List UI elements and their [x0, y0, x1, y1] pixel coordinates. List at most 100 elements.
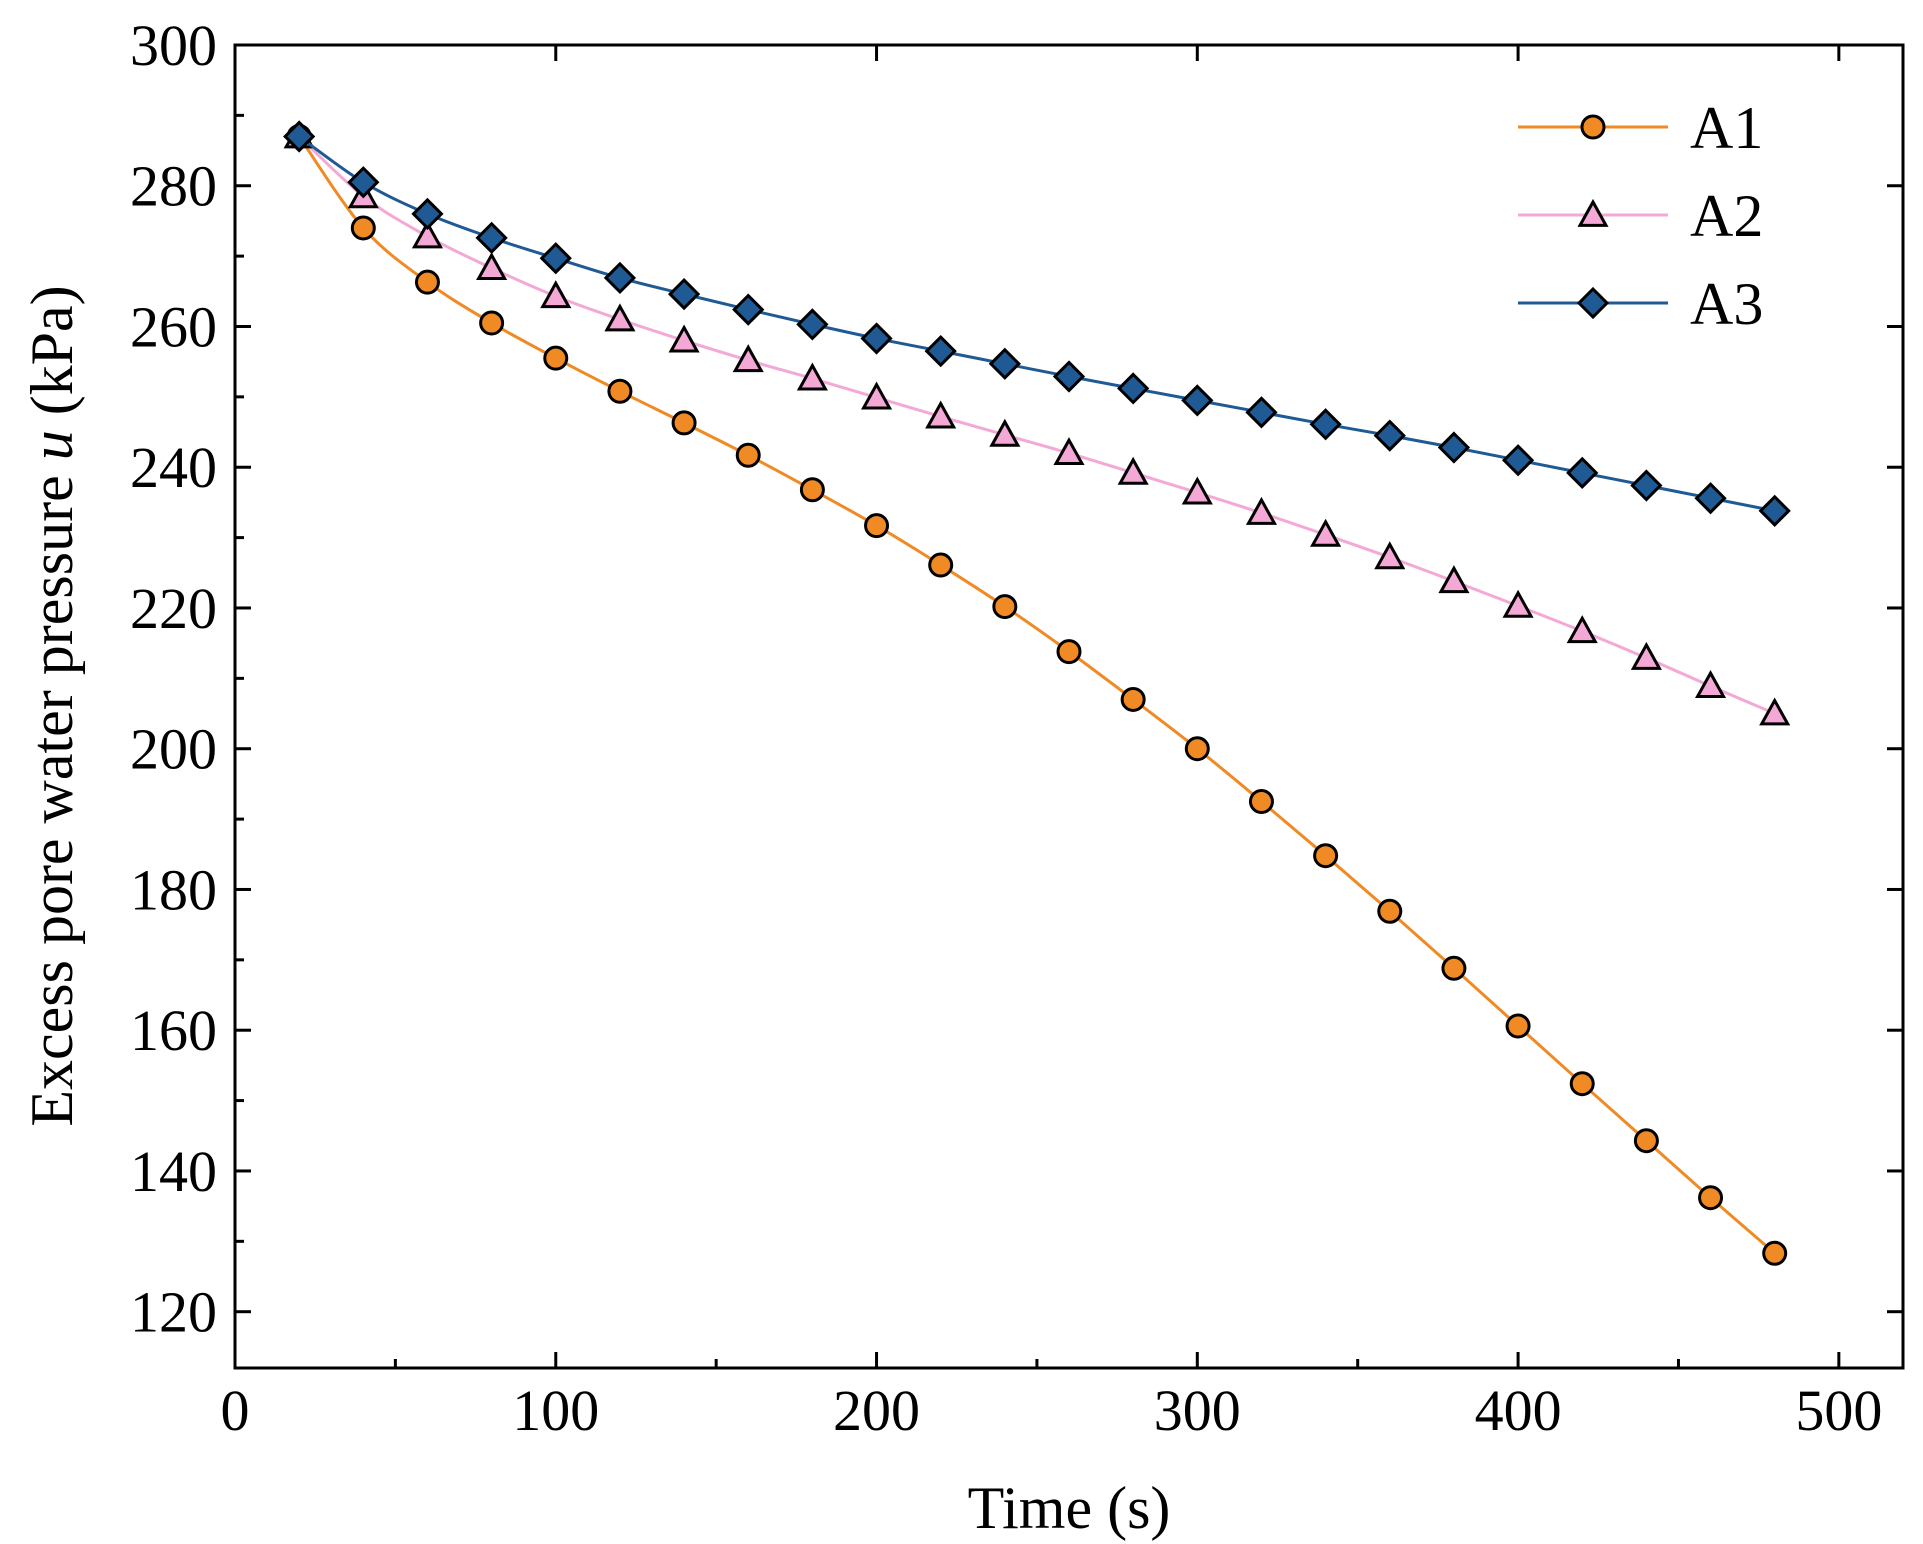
- data-point-A1: [543, 345, 569, 371]
- legend-item-A1: A1: [1518, 95, 1763, 161]
- y-tick-label: 260: [130, 294, 217, 359]
- legend-label: A2: [1690, 183, 1763, 249]
- y-tick-label: 200: [130, 717, 217, 782]
- data-point-A2: [1374, 541, 1406, 570]
- series-A1: [286, 123, 1788, 1266]
- series-layer: [283, 120, 1791, 1266]
- x-tick-label: 100: [512, 1378, 599, 1443]
- x-tick-label: 200: [833, 1378, 920, 1443]
- legend-marker: [1577, 198, 1609, 227]
- x-tick-label: 500: [1795, 1378, 1882, 1443]
- y-axis-ticks: 120 140 160 180 200 220 240 260 280 300: [130, 13, 1903, 1345]
- plot-frame: [233, 43, 1905, 1370]
- data-point-A3: [1373, 419, 1406, 452]
- y-tick-label: 300: [130, 13, 217, 78]
- data-point-A3: [1052, 360, 1086, 393]
- data-point-A3: [283, 120, 316, 153]
- data-point-A3: [1181, 384, 1214, 417]
- data-point-A3: [1694, 482, 1727, 515]
- data-point-A1: [1184, 736, 1210, 762]
- y-tick-label: 140: [130, 1139, 217, 1204]
- legend-marker: [1576, 286, 1610, 320]
- data-point-A2: [1117, 456, 1149, 485]
- y-axis-title: Excess pore water pressure u (kPa): [19, 285, 85, 1126]
- data-point-A1: [607, 378, 633, 404]
- data-point-A2: [1502, 589, 1534, 618]
- data-point-A3: [1117, 372, 1150, 405]
- data-point-A2: [1438, 565, 1470, 594]
- data-point-A1: [1377, 898, 1403, 924]
- data-point-A2: [1566, 615, 1598, 644]
- y-axis-title-variable: u: [19, 430, 85, 460]
- data-point-A1: [1633, 1128, 1659, 1154]
- data-point-A2: [796, 362, 828, 391]
- data-point-A3: [1245, 396, 1278, 429]
- data-point-A1: [928, 552, 954, 578]
- data-point-A2: [1630, 641, 1662, 670]
- data-point-A3: [1758, 494, 1791, 527]
- legend-label: A3: [1690, 271, 1763, 337]
- x-axis-ticks: 0 100 200 300 400 500: [221, 45, 1882, 1443]
- data-point-A1: [799, 477, 825, 503]
- data-point-A1: [671, 410, 697, 436]
- data-point-A1: [1569, 1071, 1595, 1097]
- data-point-A3: [667, 277, 701, 311]
- data-point-A1: [1248, 789, 1274, 815]
- y-tick-label: 160: [130, 998, 217, 1063]
- data-point-A3: [411, 197, 444, 231]
- y-tick-label: 280: [130, 154, 217, 219]
- x-axis-title: Time (s): [968, 1475, 1171, 1541]
- data-point-A3: [1309, 408, 1342, 441]
- legend-label: A1: [1690, 95, 1763, 161]
- y-tick-label: 240: [130, 435, 217, 500]
- data-point-A2: [860, 381, 893, 410]
- data-point-A1: [414, 269, 440, 295]
- data-point-A2: [540, 280, 572, 309]
- data-point-A2: [1759, 697, 1791, 726]
- data-point-A2: [668, 324, 700, 353]
- data-point-A3: [1566, 456, 1599, 489]
- legend-item-A3: A3: [1518, 271, 1763, 337]
- data-point-A3: [796, 308, 829, 341]
- data-point-A1: [992, 594, 1018, 620]
- data-point-A1: [1120, 686, 1146, 712]
- data-point-A1: [1441, 955, 1467, 981]
- data-point-A3: [1437, 431, 1471, 464]
- y-tick-label: 220: [130, 576, 217, 641]
- data-point-A2: [1310, 518, 1342, 547]
- data-point-A1: [1762, 1240, 1788, 1266]
- data-point-A2: [925, 400, 957, 429]
- x-tick-label: 0: [221, 1378, 250, 1443]
- data-point-A3: [539, 242, 572, 275]
- data-point-A3: [475, 221, 508, 254]
- data-point-A3: [924, 334, 957, 368]
- data-point-A2: [476, 251, 508, 280]
- data-point-A3: [347, 166, 380, 199]
- data-point-A3: [860, 322, 893, 355]
- data-point-A1: [1698, 1185, 1724, 1211]
- data-point-A3: [603, 261, 637, 295]
- data-point-A2: [1053, 437, 1085, 466]
- y-axis-title-prefix: Excess pore water pressure: [19, 460, 85, 1126]
- legend-item-A2: A2: [1518, 183, 1763, 249]
- data-point-A3: [988, 347, 1021, 380]
- data-point-A3: [1501, 444, 1535, 477]
- data-point-A1: [1056, 639, 1082, 665]
- series-A3: [283, 120, 1791, 527]
- data-point-A1: [350, 215, 376, 241]
- data-point-A3: [1630, 469, 1663, 502]
- data-point-A2: [1181, 476, 1213, 505]
- series-A2: [283, 120, 1791, 726]
- data-point-A2: [1245, 496, 1278, 525]
- data-point-A2: [989, 418, 1021, 447]
- data-point-A2: [1694, 670, 1727, 698]
- x-tick-label: 300: [1154, 1378, 1241, 1443]
- data-point-A1: [735, 442, 761, 468]
- legend-marker: [1580, 114, 1606, 140]
- data-point-A1: [1313, 843, 1339, 869]
- series-line-A1: [297, 135, 1776, 1255]
- y-axis-title-suffix: (kPa): [19, 285, 85, 430]
- data-point-A2: [732, 344, 764, 373]
